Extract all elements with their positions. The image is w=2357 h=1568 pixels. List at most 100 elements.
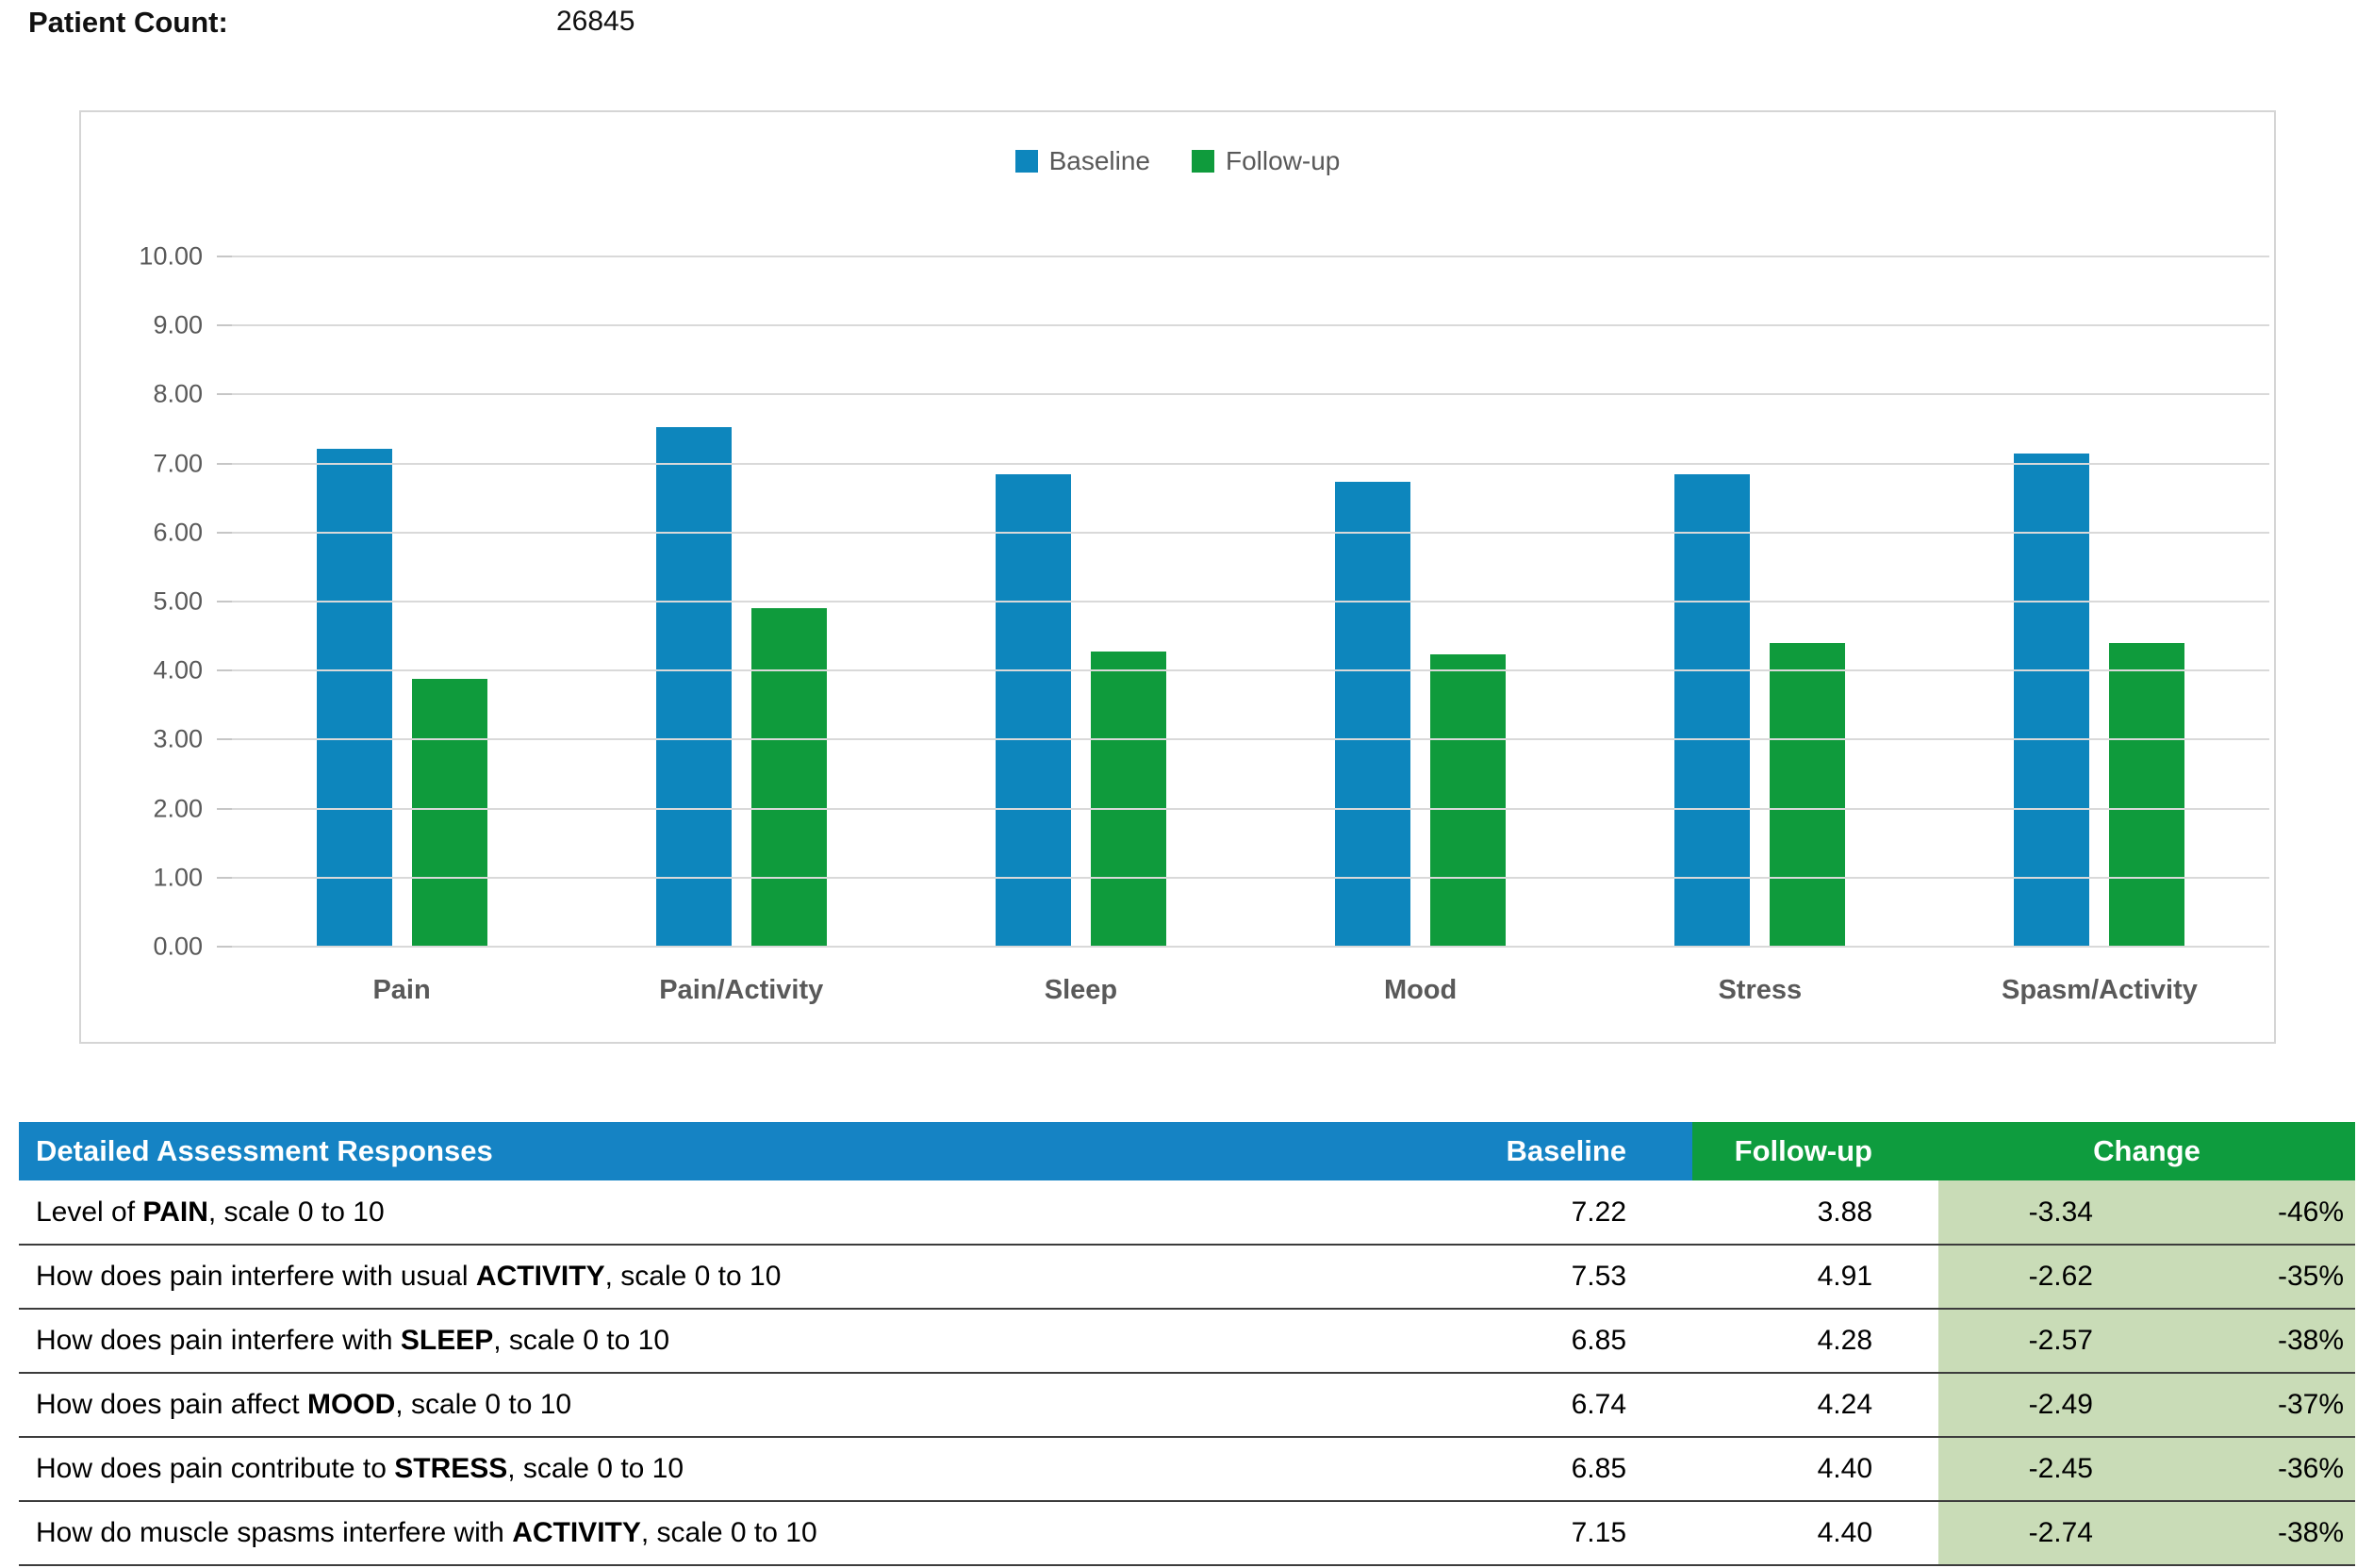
- bar-baseline: [316, 448, 392, 947]
- legend-item-baseline: Baseline: [1014, 146, 1150, 176]
- followup-value: 4.24: [1692, 1373, 1938, 1438]
- row-label-pre: How does pain interfere with: [36, 1325, 401, 1356]
- gridline: [232, 876, 2269, 879]
- row-label-post: , scale 0 to 10: [507, 1453, 684, 1484]
- row-label-post: , scale 0 to 10: [604, 1261, 782, 1292]
- gridline: [232, 462, 2269, 465]
- bar-follow-up: [1430, 653, 1507, 947]
- gridline: [232, 531, 2269, 534]
- bar-group-sleep: [911, 256, 1250, 947]
- x-axis-label: Spasm/Activity: [2001, 975, 2198, 1005]
- y-axis-label: 6.00: [153, 518, 203, 547]
- row-label-keyword: STRESS: [394, 1453, 508, 1484]
- bar-follow-up: [2109, 642, 2185, 947]
- change-percent-value: -35%: [2159, 1245, 2355, 1310]
- bar-group-stress: [1591, 256, 1930, 947]
- row-label: How does pain contribute to STRESS, scal…: [19, 1437, 1395, 1502]
- y-axis-tick: [217, 807, 232, 810]
- y-axis-tick: [217, 601, 232, 602]
- legend-swatch-icon: [1192, 150, 1214, 173]
- row-label-pre: Level of: [36, 1196, 143, 1228]
- bar-follow-up: [411, 678, 487, 947]
- row-label-post: , scale 0 to 10: [207, 1196, 385, 1228]
- gridline: [232, 256, 2269, 257]
- change-percent-value: -38%: [2159, 1309, 2355, 1374]
- y-axis-label: 7.00: [153, 449, 203, 478]
- assessment-table: Detailed Assessment Responses Baseline F…: [19, 1122, 2355, 1566]
- row-label-post: , scale 0 to 10: [640, 1517, 817, 1548]
- y-axis-tick: [217, 738, 232, 741]
- y-axis-label: 5.00: [153, 586, 203, 616]
- followup-value: 4.91: [1692, 1245, 1938, 1310]
- table-header-row: Detailed Assessment Responses Baseline F…: [19, 1122, 2355, 1180]
- bar-baseline: [995, 473, 1071, 947]
- change-value: -3.34: [1938, 1180, 2159, 1246]
- row-label: How do muscle spasms interfere with ACTI…: [19, 1501, 1395, 1566]
- table-row: How does pain affect MOOD, scale 0 to 10…: [19, 1373, 2355, 1438]
- y-axis-tick: [217, 393, 232, 396]
- change-percent-value: -37%: [2159, 1373, 2355, 1438]
- table-header-change: Change: [1938, 1122, 2355, 1180]
- baseline-value: 7.53: [1395, 1245, 1692, 1310]
- bar-follow-up: [1770, 642, 1846, 947]
- row-label-keyword: ACTIVITY: [512, 1517, 641, 1548]
- y-axis-tick: [217, 324, 232, 327]
- change-value: -2.57: [1938, 1309, 2159, 1374]
- row-label-pre: How does pain interfere with usual: [36, 1261, 476, 1292]
- change-percent-value: -46%: [2159, 1180, 2355, 1246]
- y-axis-tick: [217, 876, 232, 879]
- followup-value: 4.40: [1692, 1437, 1938, 1502]
- bar-baseline: [1674, 473, 1751, 947]
- table-row: How does pain contribute to STRESS, scal…: [19, 1437, 2355, 1502]
- bar-baseline: [655, 426, 732, 947]
- change-value: -2.49: [1938, 1373, 2159, 1438]
- y-axis-label: 8.00: [153, 379, 203, 408]
- gridline: [232, 324, 2269, 327]
- y-axis-label: 4.00: [153, 655, 203, 685]
- baseline-value: 6.74: [1395, 1373, 1692, 1438]
- gridline: [232, 393, 2269, 396]
- legend-label: Baseline: [1048, 146, 1150, 175]
- x-axis-label: Sleep: [1044, 975, 1118, 1005]
- y-axis-tick: [217, 946, 232, 948]
- row-label: How does pain affect MOOD, scale 0 to 10: [19, 1373, 1395, 1438]
- assessment-bar-chart: Baseline Follow-up 10.00 9.00 8.00 7.00 6.00 5…: [79, 110, 2276, 1044]
- chart-plot-area: 10.00 9.00 8.00 7.00 6.00 5.00 4.00 3.00 2.00 1.0…: [139, 242, 2269, 961]
- y-axis-label: 3.00: [153, 724, 203, 753]
- y-axis-tick: [217, 462, 232, 465]
- row-label-post: , scale 0 to 10: [493, 1325, 670, 1356]
- baseline-value: 7.22: [1395, 1180, 1692, 1246]
- row-label: Level of PAIN, scale 0 to 10: [19, 1180, 1395, 1246]
- patient-count-label: Patient Count:: [28, 6, 228, 39]
- baseline-value: 6.85: [1395, 1309, 1692, 1374]
- x-axis-label: Pain/Activity: [659, 975, 824, 1005]
- row-label-keyword: MOOD: [306, 1389, 396, 1420]
- baseline-value: 7.15: [1395, 1501, 1692, 1566]
- bar-groups: [232, 256, 2269, 947]
- row-label-keyword: PAIN: [142, 1196, 208, 1228]
- row-label-pre: How does pain contribute to: [36, 1453, 395, 1484]
- baseline-value: 6.85: [1395, 1437, 1692, 1502]
- row-label-keyword: SLEEP: [400, 1325, 494, 1356]
- y-axis-label: 2.00: [153, 794, 203, 823]
- x-axis-label: Stress: [1718, 975, 1803, 1005]
- y-axis-label: 0.00: [153, 932, 203, 961]
- change-percent-value: -36%: [2159, 1437, 2355, 1502]
- legend-item-follow-up: Follow-up: [1192, 146, 1340, 176]
- change-value: -2.74: [1938, 1501, 2159, 1566]
- bar-follow-up: [1090, 651, 1166, 947]
- row-label-pre: How do muscle spasms interfere with: [36, 1517, 513, 1548]
- bar-baseline: [1335, 481, 1411, 947]
- gridline: [232, 946, 2269, 948]
- table-row: Level of PAIN, scale 0 to 10 7.22 3.88 -3.3…: [19, 1180, 2355, 1246]
- bar-follow-up: [750, 607, 827, 947]
- legend-swatch-icon: [1014, 150, 1038, 173]
- table-header-followup: Follow-up: [1692, 1122, 1938, 1180]
- patient-count-row: Patient Count: 26845: [28, 6, 635, 40]
- row-label-keyword: ACTIVITY: [475, 1261, 605, 1292]
- followup-value: 4.28: [1692, 1309, 1938, 1374]
- bar-baseline: [2014, 453, 2090, 947]
- row-label: How does pain interfere with usual ACTIV…: [19, 1245, 1395, 1310]
- row-label-pre: How does pain affect: [36, 1389, 307, 1420]
- bar-group-pain: [232, 256, 571, 947]
